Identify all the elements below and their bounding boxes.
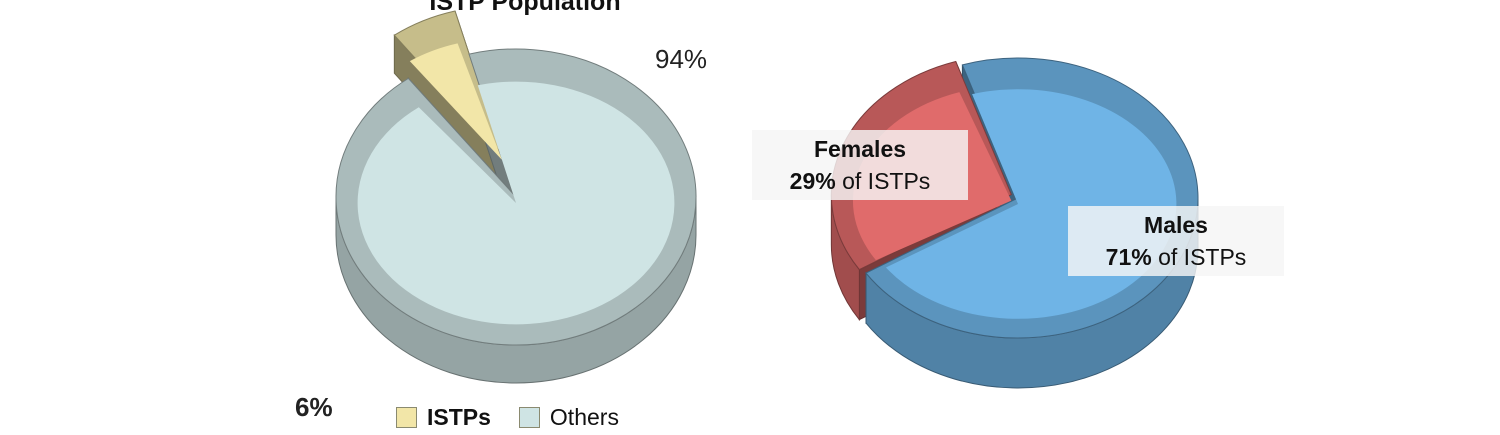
slice-label-istps: 6%	[295, 392, 333, 422]
callout-males: Males 71% of ISTPs	[1068, 206, 1284, 276]
legend-swatch-istps	[396, 407, 417, 428]
legend-label-others: Others	[549, 404, 619, 430]
chart-title: ISTP Population	[429, 0, 621, 16]
callout-females-name: Females	[813, 136, 907, 162]
pop-slice-istps-top	[409, 43, 502, 160]
pop-slice-others-top	[357, 81, 675, 325]
callout-females-suffix: of ISTPs	[842, 168, 931, 194]
legend-item-istps: ISTPs	[396, 404, 491, 431]
callout-females-pct: 29%	[789, 168, 836, 194]
callout-females: Females 29% of ISTPs	[752, 130, 968, 200]
slice-label-others: 94%	[655, 44, 708, 74]
legend: ISTPs Others	[396, 404, 637, 431]
legend-item-others: Others	[518, 404, 619, 431]
callout-males-pct: 71%	[1105, 244, 1152, 270]
legend-swatch-others	[518, 407, 540, 428]
legend-label-istps: ISTPs	[427, 404, 491, 430]
callout-males-name: Males	[1144, 212, 1208, 238]
callout-males-suffix: of ISTPs	[1158, 244, 1247, 270]
